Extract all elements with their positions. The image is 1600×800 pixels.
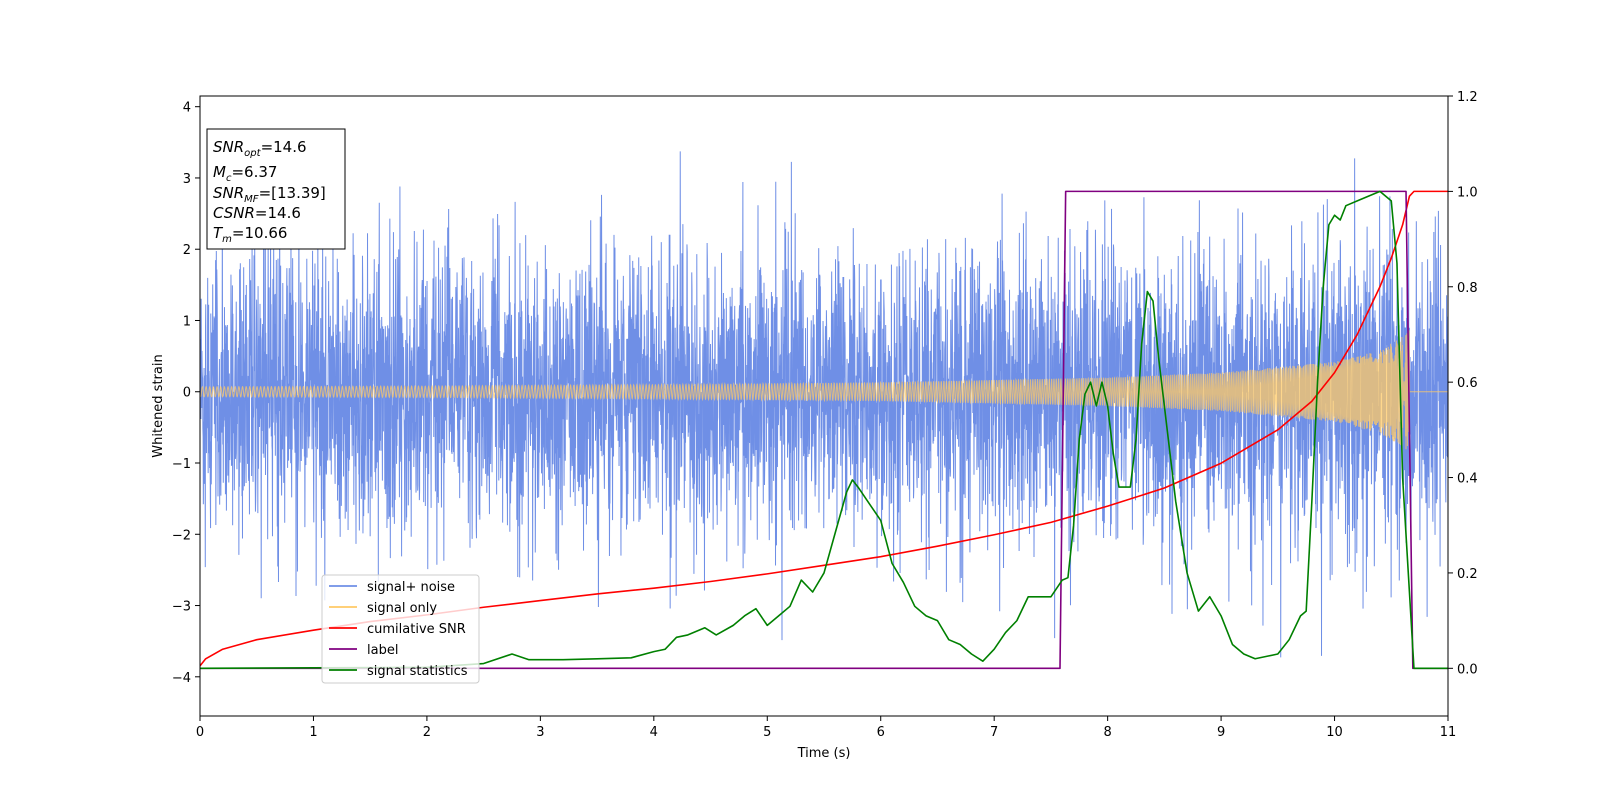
legend-label: label [367, 643, 398, 658]
y2-tick-label: 0.0 [1457, 662, 1478, 677]
legend-label: signal statistics [367, 664, 468, 679]
legend: signal+ noise signal only cumilative SNR la… [321, 574, 480, 684]
y2-tick-label: 1.0 [1457, 185, 1478, 200]
y2-tick-label: 0.6 [1457, 376, 1478, 391]
y-axis-label: Whitened strain [151, 354, 166, 457]
axes-frame [199, 95, 1449, 717]
y-tick-label: 0 [183, 386, 191, 401]
legend-label: signal only [367, 601, 437, 616]
x-tick-label: 8 [1103, 725, 1111, 740]
y-tick-label: 1 [183, 314, 191, 329]
y-tick-label: 3 [183, 172, 191, 187]
legend-frame [321, 574, 480, 684]
y-tick-label: 2 [183, 243, 191, 258]
y-tick-label: −2 [172, 528, 191, 543]
info-line: Tm=10.66 [213, 224, 287, 245]
legend-label: cumilative SNR [367, 622, 466, 637]
info-box-frame [206, 128, 346, 250]
y2-tick-label: 1.2 [1457, 90, 1478, 105]
x-tick-label: 2 [423, 725, 431, 740]
legend-label: signal+ noise [367, 580, 455, 595]
x-tick-label: 6 [877, 725, 885, 740]
x-tick-label: 0 [196, 725, 204, 740]
y2-tick-label: 0.8 [1457, 281, 1478, 296]
series-signal-statistics [200, 190, 1448, 670]
y-axis-left: −4 −3 −2 −1 0 1 2 3 4 [172, 101, 200, 686]
y-tick-label: −3 [172, 600, 191, 615]
y2-tick-label: 0.2 [1457, 567, 1478, 582]
info-line: Mc=6.37 [213, 163, 277, 184]
info-box: SNRopt=14.6 Mc=6.37SNRMF=[13.39]CSNR=14.6… [206, 128, 346, 250]
x-tick-label: 1 [309, 725, 317, 740]
x-axis: 0 1 2 3 4 5 6 7 8 9 10 11 [196, 716, 1456, 740]
x-tick-label: 5 [763, 725, 771, 740]
x-tick-label: 10 [1326, 725, 1343, 740]
series-signal-plus-noise [200, 151, 1448, 658]
y-tick-label: −1 [172, 457, 191, 472]
y-tick-label: −4 [172, 671, 191, 686]
y2-tick-label: 0.4 [1457, 472, 1478, 487]
y-tick-label: 4 [183, 101, 191, 116]
y-axis-right: 0.0 0.2 0.4 0.6 0.8 1.0 1.2 [1448, 90, 1478, 677]
x-tick-label: 11 [1440, 725, 1457, 740]
x-tick-label: 4 [650, 725, 658, 740]
x-axis-label: Time (s) [797, 746, 851, 761]
info-line: SNRopt=14.6 [213, 138, 307, 159]
info-line: CSNR=14.6 [213, 204, 301, 222]
x-tick-label: 9 [1217, 725, 1225, 740]
x-tick-label: 7 [990, 725, 998, 740]
x-tick-label: 3 [536, 725, 544, 740]
series-signal-only [200, 330, 1448, 450]
info-line: SNRMF=[13.39] [213, 184, 326, 205]
